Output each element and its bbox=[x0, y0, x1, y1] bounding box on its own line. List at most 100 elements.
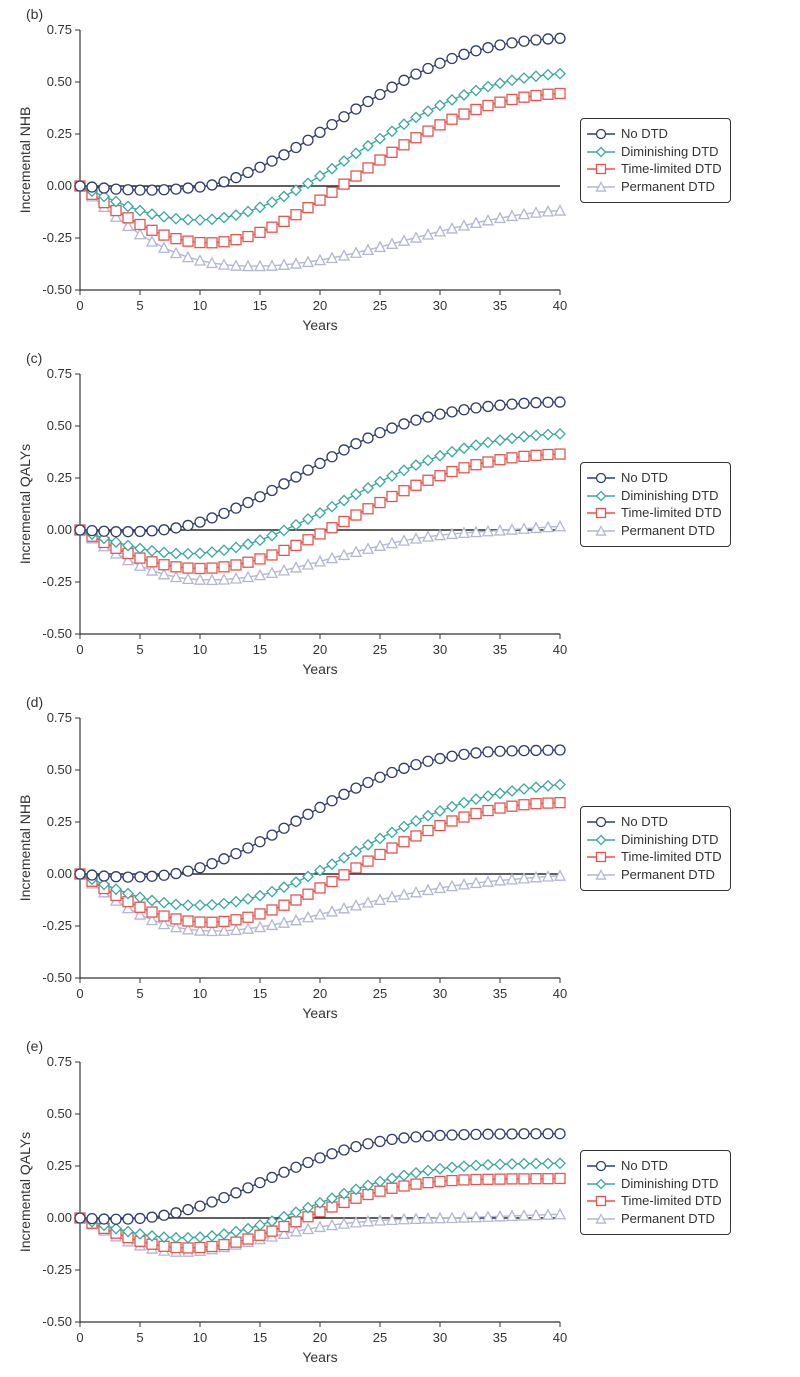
legend-item-permanent: Permanent DTD bbox=[587, 866, 722, 884]
svg-text:Incremental QALYs: Incremental QALYs bbox=[17, 1132, 33, 1252]
svg-text:-0.50: -0.50 bbox=[42, 626, 72, 641]
svg-text:0.25: 0.25 bbox=[47, 814, 72, 829]
legend-item-no_dtd: No DTD bbox=[587, 813, 722, 831]
legend-item-permanent: Permanent DTD bbox=[587, 1210, 722, 1228]
svg-text:-0.25: -0.25 bbox=[42, 1262, 72, 1277]
legend-item-diminishing: Diminishing DTD bbox=[587, 143, 722, 161]
legend-swatch-diminishing bbox=[587, 145, 615, 159]
legend-e: No DTDDiminishing DTDTime-limited DTDPer… bbox=[580, 1150, 731, 1234]
legend-item-time_limited: Time-limited DTD bbox=[587, 504, 722, 522]
legend-swatch-permanent bbox=[587, 1212, 615, 1226]
svg-text:40: 40 bbox=[553, 642, 567, 657]
svg-text:Years: Years bbox=[302, 1005, 337, 1021]
svg-text:10: 10 bbox=[193, 986, 207, 1001]
legend-swatch-time_limited bbox=[587, 850, 615, 864]
legend-swatch-permanent bbox=[587, 524, 615, 538]
svg-text:25: 25 bbox=[373, 298, 387, 313]
panel-label-c: (c) bbox=[26, 350, 42, 366]
panel-label-b: (b) bbox=[26, 6, 43, 22]
legend-item-no_dtd: No DTD bbox=[587, 125, 722, 143]
legend-c: No DTDDiminishing DTDTime-limited DTDPer… bbox=[580, 462, 731, 546]
svg-text:Years: Years bbox=[302, 661, 337, 677]
svg-text:40: 40 bbox=[553, 1330, 567, 1345]
svg-text:20: 20 bbox=[313, 1330, 327, 1345]
legend-item-no_dtd: No DTD bbox=[587, 1157, 722, 1175]
svg-text:35: 35 bbox=[493, 986, 507, 1001]
svg-text:30: 30 bbox=[433, 642, 447, 657]
legend-label-permanent: Permanent DTD bbox=[621, 178, 715, 196]
legend-label-diminishing: Diminishing DTD bbox=[621, 831, 719, 849]
svg-text:Years: Years bbox=[302, 1349, 337, 1365]
svg-text:35: 35 bbox=[493, 298, 507, 313]
svg-text:0: 0 bbox=[76, 298, 83, 313]
legend-item-diminishing: Diminishing DTD bbox=[587, 487, 722, 505]
svg-text:0.75: 0.75 bbox=[47, 710, 72, 725]
svg-text:25: 25 bbox=[373, 986, 387, 1001]
legend-swatch-no_dtd bbox=[587, 127, 615, 141]
legend-swatch-time_limited bbox=[587, 1194, 615, 1208]
panel-e: (e)-0.50-0.250.000.250.500.7505101520253… bbox=[0, 1032, 800, 1376]
svg-text:20: 20 bbox=[313, 298, 327, 313]
svg-text:15: 15 bbox=[253, 986, 267, 1001]
svg-text:-0.25: -0.25 bbox=[42, 574, 72, 589]
svg-text:-0.50: -0.50 bbox=[42, 282, 72, 297]
legend-item-time_limited: Time-limited DTD bbox=[587, 1192, 722, 1210]
legend-item-time_limited: Time-limited DTD bbox=[587, 848, 722, 866]
svg-text:0.25: 0.25 bbox=[47, 470, 72, 485]
legend-swatch-diminishing bbox=[587, 833, 615, 847]
svg-text:25: 25 bbox=[373, 642, 387, 657]
svg-text:Years: Years bbox=[302, 317, 337, 333]
svg-text:5: 5 bbox=[136, 642, 143, 657]
legend-label-time_limited: Time-limited DTD bbox=[621, 160, 722, 178]
legend-item-permanent: Permanent DTD bbox=[587, 178, 722, 196]
svg-text:Incremental QALYs: Incremental QALYs bbox=[17, 444, 33, 564]
panel-label-e: (e) bbox=[26, 1038, 43, 1054]
legend-label-no_dtd: No DTD bbox=[621, 469, 668, 487]
svg-text:10: 10 bbox=[193, 1330, 207, 1345]
svg-text:0.75: 0.75 bbox=[47, 22, 72, 37]
svg-text:5: 5 bbox=[136, 1330, 143, 1345]
svg-text:0.50: 0.50 bbox=[47, 1106, 72, 1121]
svg-text:0.50: 0.50 bbox=[47, 762, 72, 777]
legend-label-time_limited: Time-limited DTD bbox=[621, 504, 722, 522]
svg-text:Incremental NHB: Incremental NHB bbox=[17, 107, 33, 214]
legend-swatch-time_limited bbox=[587, 162, 615, 176]
panel-c: (c)-0.50-0.250.000.250.500.7505101520253… bbox=[0, 344, 800, 688]
legend-label-diminishing: Diminishing DTD bbox=[621, 1175, 719, 1193]
legend-item-time_limited: Time-limited DTD bbox=[587, 160, 722, 178]
legend-d: No DTDDiminishing DTDTime-limited DTDPer… bbox=[580, 806, 731, 890]
svg-text:5: 5 bbox=[136, 298, 143, 313]
svg-text:35: 35 bbox=[493, 1330, 507, 1345]
legend-label-time_limited: Time-limited DTD bbox=[621, 848, 722, 866]
legend-swatch-no_dtd bbox=[587, 815, 615, 829]
svg-text:10: 10 bbox=[193, 642, 207, 657]
svg-text:0.00: 0.00 bbox=[47, 522, 72, 537]
svg-text:-0.50: -0.50 bbox=[42, 1314, 72, 1329]
svg-text:Incremental NHB: Incremental NHB bbox=[17, 795, 33, 902]
svg-text:0.00: 0.00 bbox=[47, 178, 72, 193]
legend-swatch-permanent bbox=[587, 180, 615, 194]
legend-item-diminishing: Diminishing DTD bbox=[587, 831, 722, 849]
svg-text:0: 0 bbox=[76, 1330, 83, 1345]
svg-text:15: 15 bbox=[253, 1330, 267, 1345]
svg-text:25: 25 bbox=[373, 1330, 387, 1345]
legend-label-no_dtd: No DTD bbox=[621, 1157, 668, 1175]
svg-text:20: 20 bbox=[313, 986, 327, 1001]
svg-text:40: 40 bbox=[553, 298, 567, 313]
svg-text:0.25: 0.25 bbox=[47, 126, 72, 141]
legend-b: No DTDDiminishing DTDTime-limited DTDPer… bbox=[580, 118, 731, 202]
svg-text:5: 5 bbox=[136, 986, 143, 1001]
legend-swatch-no_dtd bbox=[587, 471, 615, 485]
svg-text:0.00: 0.00 bbox=[47, 866, 72, 881]
svg-text:-0.25: -0.25 bbox=[42, 230, 72, 245]
svg-text:0.50: 0.50 bbox=[47, 74, 72, 89]
legend-item-no_dtd: No DTD bbox=[587, 469, 722, 487]
legend-swatch-no_dtd bbox=[587, 1159, 615, 1173]
svg-text:15: 15 bbox=[253, 298, 267, 313]
svg-text:-0.25: -0.25 bbox=[42, 918, 72, 933]
svg-text:0.25: 0.25 bbox=[47, 1158, 72, 1173]
svg-text:30: 30 bbox=[433, 298, 447, 313]
svg-text:35: 35 bbox=[493, 642, 507, 657]
legend-label-permanent: Permanent DTD bbox=[621, 1210, 715, 1228]
legend-swatch-time_limited bbox=[587, 506, 615, 520]
